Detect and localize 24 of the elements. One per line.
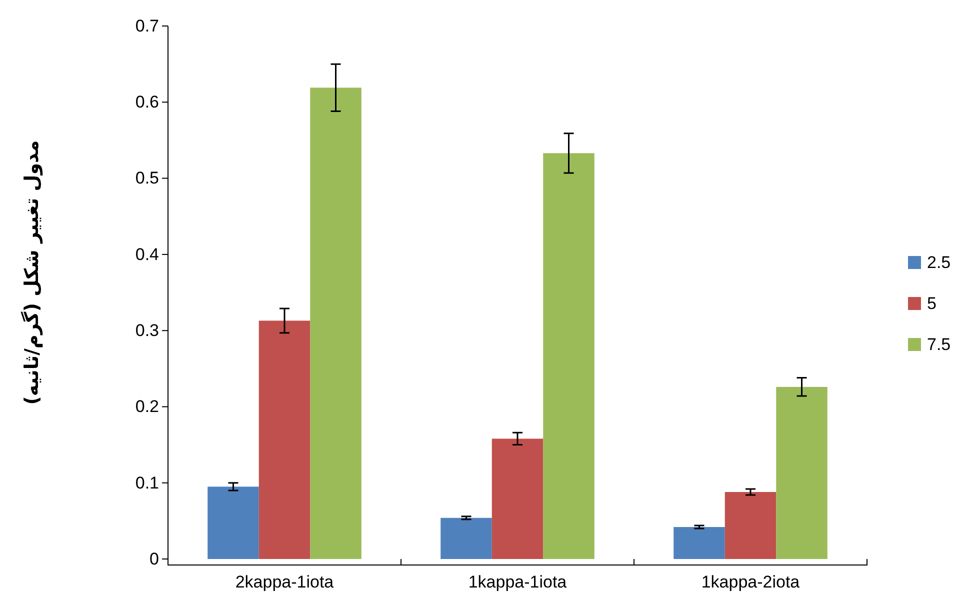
- x-tick-label: 2kappa-1iota: [235, 572, 334, 592]
- y-tick-label: 0.5: [135, 168, 159, 188]
- x-tick-label: 1kappa-1iota: [468, 572, 568, 592]
- bar: [258, 320, 310, 559]
- y-tick-label: 0.2: [135, 397, 159, 416]
- bar: [310, 88, 362, 559]
- legend-label: 2.5: [927, 253, 951, 272]
- y-tick-label: 0.6: [135, 92, 159, 112]
- y-tick-label: 0.7: [135, 16, 159, 36]
- y-tick-label: 0: [150, 549, 159, 568]
- bar: [543, 153, 594, 559]
- bar: [674, 527, 725, 559]
- legend-label: 5: [927, 294, 936, 313]
- bar: [440, 518, 492, 559]
- bar: [776, 386, 828, 559]
- bar: [724, 492, 776, 559]
- x-tick-label: 1kappa-2iota: [701, 572, 800, 592]
- y-axis-title: مدول تغییر شکل (گرم/ثانیه): [20, 140, 43, 405]
- y-tick-label: 0.4: [135, 244, 159, 264]
- y-tick-label: 0.3: [135, 321, 159, 340]
- y-tick-label: 0.1: [135, 473, 159, 492]
- bar: [492, 438, 544, 559]
- legend-label: 7.5: [927, 335, 951, 354]
- bar: [208, 486, 259, 559]
